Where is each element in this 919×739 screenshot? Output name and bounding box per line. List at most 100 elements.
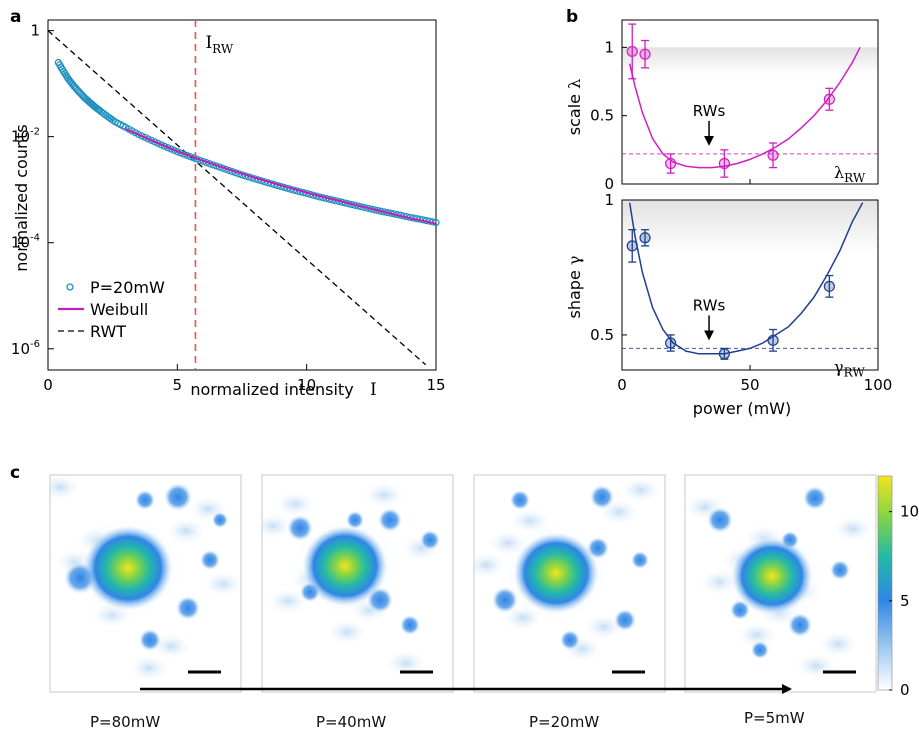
heatmap-border xyxy=(684,474,877,693)
y-tick-label: 1 xyxy=(604,38,614,56)
colorbar-tick-label: 0 xyxy=(900,681,910,699)
speckle-spot xyxy=(346,511,364,529)
weibull-fit-line xyxy=(125,128,437,225)
speckle-core xyxy=(84,526,172,610)
legend-label: Weibull xyxy=(90,300,148,319)
panel-label-a: a xyxy=(10,7,21,27)
heatmap-label-5mw: P=5mW xyxy=(744,709,805,727)
panel-a-ylabel: normalized counts xyxy=(12,124,31,271)
speckle-spot xyxy=(287,515,313,541)
colorbar-tick-label: 5 xyxy=(900,592,910,610)
x-tick-label: 15 xyxy=(426,376,445,394)
data-point xyxy=(665,337,677,349)
speckle-haze xyxy=(735,621,779,649)
shaded-region xyxy=(622,47,878,75)
colorbar-tick-label: 10 xyxy=(900,503,919,521)
legend-label: RWT xyxy=(90,322,126,341)
heatmap-border xyxy=(49,474,242,693)
speckle-spot xyxy=(378,508,402,532)
y-tick-label: 0 xyxy=(604,175,614,193)
heatmap-label-80mw: P=80mW xyxy=(90,713,161,731)
speckle-spot xyxy=(164,483,192,511)
x-tick-label: 50 xyxy=(740,376,759,394)
data-point xyxy=(823,280,835,292)
speckle-haze xyxy=(262,512,295,540)
x-tick-label: 0 xyxy=(617,376,627,394)
data-point xyxy=(718,157,731,170)
panel-b-top-ylabel: scale λ xyxy=(565,79,584,135)
rwt-line xyxy=(47,30,427,366)
speckle-spot xyxy=(614,609,636,631)
colorbar xyxy=(877,475,893,691)
speckle-spot xyxy=(212,512,228,528)
speckle-core xyxy=(514,533,598,613)
speckle-spot xyxy=(139,629,161,651)
x-tick-label: 100 xyxy=(864,376,893,394)
panel-b-xlabel: power (mW) xyxy=(693,399,791,418)
y-tick-label: 10-2 xyxy=(11,127,40,146)
speckle-spot xyxy=(803,486,827,510)
speckle-spot xyxy=(788,613,812,637)
heatmap-label-40mw: P=40mW xyxy=(316,713,387,731)
speckle-spot xyxy=(590,485,614,509)
y-tick-label: 1 xyxy=(30,22,40,40)
i-rw-label: IRW xyxy=(205,33,233,56)
rw-threshold-label: λRW xyxy=(834,163,866,185)
heatmap-label-20mw: P=20mW xyxy=(529,713,600,731)
speckle-spot xyxy=(420,530,440,550)
heatmap-image xyxy=(49,474,242,693)
speckle-spot xyxy=(400,615,420,635)
data-point xyxy=(767,334,779,346)
speckle-core xyxy=(732,538,812,614)
speckle-spot xyxy=(631,551,649,569)
speckle-haze xyxy=(273,490,317,518)
speckle-haze xyxy=(127,654,171,682)
speckle-spot xyxy=(751,641,769,659)
heatmap-image xyxy=(261,474,454,693)
panel-c-heatmaps: 0 5 10 xyxy=(49,474,919,699)
speckle-spot xyxy=(176,596,200,620)
speckle-spot xyxy=(510,490,530,510)
x-tick-label: 10 xyxy=(297,376,316,394)
y-tick-label: 10-4 xyxy=(11,233,40,252)
y-tick-label: 1 xyxy=(604,191,614,209)
heatmap-content xyxy=(262,475,453,692)
speckle-haze xyxy=(201,570,241,598)
legend-marker xyxy=(66,283,74,291)
y-tick-label: 0.5 xyxy=(590,326,614,344)
shaded-region xyxy=(622,200,878,254)
speckle-core xyxy=(303,526,387,606)
heatmap-image xyxy=(684,474,877,693)
speckle-haze xyxy=(831,515,875,543)
panel-a-chart: 0 5 10 15 1 10-2 10-4 10-6 IRW P=20mW Weibull RWT… xyxy=(11,19,446,400)
speckle-haze xyxy=(384,649,428,677)
heatmap-border xyxy=(473,474,666,693)
heatmap-border xyxy=(261,474,454,693)
rw-threshold-label: γRW xyxy=(834,357,865,379)
speckle-spot xyxy=(830,560,850,580)
data-point xyxy=(639,232,651,244)
data-point xyxy=(767,149,779,161)
heatmap-content xyxy=(685,475,876,692)
speckle-haze xyxy=(794,652,838,680)
speckle-spot xyxy=(492,587,518,613)
speckle-spot xyxy=(730,600,750,620)
data-point xyxy=(718,348,731,360)
speckle-spot xyxy=(560,630,580,650)
heatmap-content xyxy=(474,475,665,692)
speckle-spot xyxy=(200,550,220,570)
speckle-haze xyxy=(474,551,508,579)
data-point xyxy=(626,45,638,58)
speckle-spot xyxy=(707,507,733,533)
panel-a-xlabel-symbol: I xyxy=(370,380,377,400)
speckle-haze xyxy=(816,630,860,658)
heatmap-image xyxy=(473,474,666,693)
x-tick-label: 5 xyxy=(173,376,183,394)
data-point xyxy=(665,157,677,170)
data-point xyxy=(639,48,651,60)
speckle-haze xyxy=(619,476,663,504)
rws-label: RWs xyxy=(693,296,726,314)
y-tick-label: 0.5 xyxy=(590,107,614,125)
